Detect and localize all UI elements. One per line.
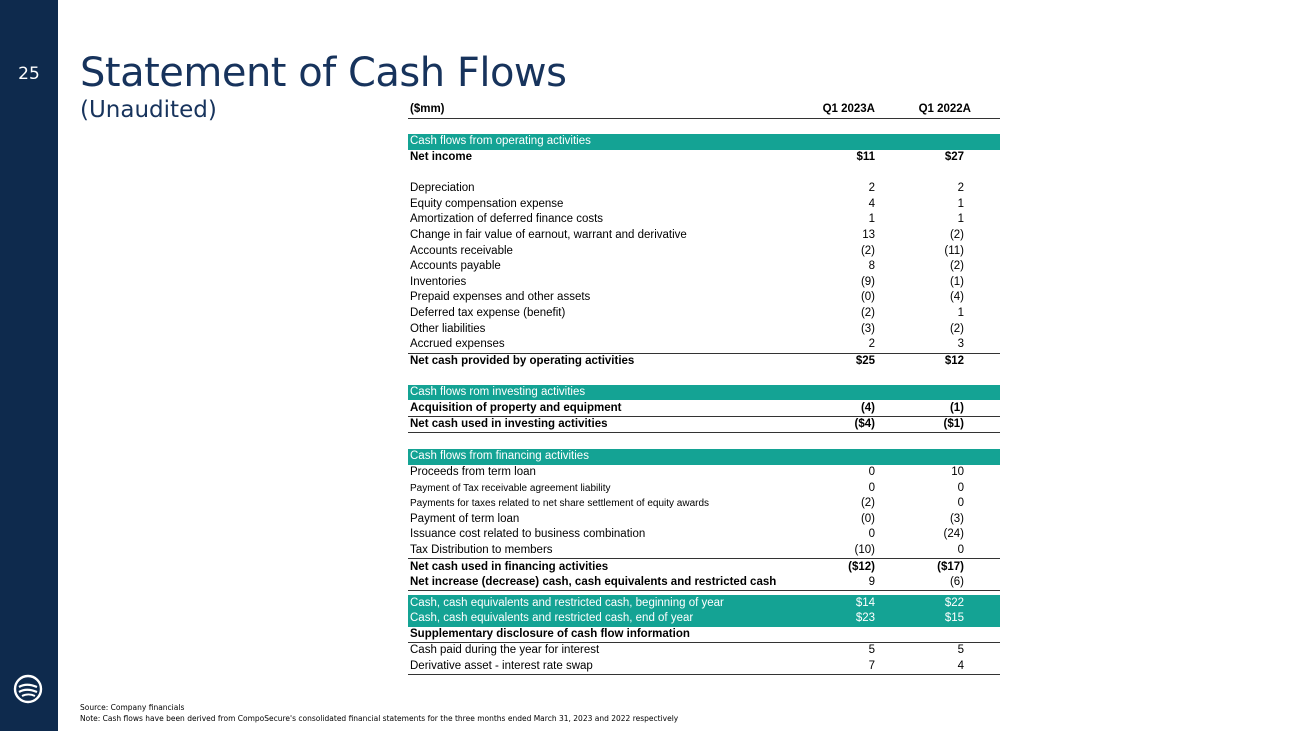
table-row: Amortization of deferred finance costs 1 1 [410,213,964,226]
note-footnote: Note: Cash flows have been derived from … [80,714,679,723]
table-row: Prepaid expenses and other assets (0) (4) [410,291,964,304]
table-row: Equity compensation expense 4 1 [410,197,964,210]
cash-flow-table: ($mm) Q1 2023A Q1 2022A Cash flows from … [408,102,1000,676]
page-subtitle: (Unaudited) [80,97,217,123]
table-header-row: ($mm) Q1 2023A Q1 2022A [408,102,1000,119]
investing-total-row: Net cash used in investing activities ($… [408,416,1000,434]
table-row: Cash paid during the year for interest 5 5 [410,644,964,657]
table-row: Inventories (9) (1) [410,275,964,288]
operating-section-header: Cash flows from operating activities [408,134,1000,150]
cash-begin-row: Cash, cash equivalents and restricted ca… [408,595,1000,611]
financing-section-header: Cash flows from financing activities [408,449,1000,465]
table-row: Net income $11 $27 [410,151,964,164]
table-row: Payments for taxes related to net share … [410,497,964,510]
supplementary-header-row: Supplementary disclosure of cash flow in… [408,626,1000,644]
page-title: Statement of Cash Flows [80,50,567,96]
table-row: Derivative asset - interest rate swap 7 4 [408,658,1000,676]
cash-end-row: Cash, cash equivalents and restricted ca… [408,611,1000,627]
source-footnote: Source: Company financials [80,703,185,712]
table-row: Accounts receivable (2) (11) [410,244,964,257]
table-row: Tax Distribution to members (10) 0 [410,543,964,556]
table-row: Acquisition of property and equipment (4… [408,400,1000,417]
table-row: Other liabilities (3) (2) [410,322,964,335]
header-q1-2022: Q1 2022A [878,102,1000,119]
table-row: Accrued expenses 2 3 [410,338,964,351]
table-row: Payment of term loan (0) (3) [410,512,964,525]
header-units: ($mm) [408,102,800,119]
net-increase-row: Net increase (decrease) cash, cash equiv… [408,574,1000,592]
table-row: Issuance cost related to business combin… [410,528,964,541]
company-logo-icon [13,674,43,704]
financing-total-row: Net cash used in financing activities ($… [408,558,1000,575]
table-row: Change in fair value of earnout, warrant… [410,229,964,242]
table-row: Payment of Tax receivable agreement liab… [410,481,964,494]
investing-section-header: Cash flows rom investing activities [408,384,1000,401]
header-q1-2023: Q1 2023A [800,102,878,119]
table-row: Accounts payable 8 (2) [410,260,964,273]
table-row: Proceeds from term loan 0 10 [410,465,964,478]
table-row: Deferred tax expense (benefit) (2) 1 [410,307,964,320]
table-row: Depreciation 2 2 [410,182,964,195]
sidebar: 25 [0,0,58,731]
page-number: 25 [18,64,40,84]
operating-total-row: Net cash provided by operating activitie… [408,352,1000,370]
